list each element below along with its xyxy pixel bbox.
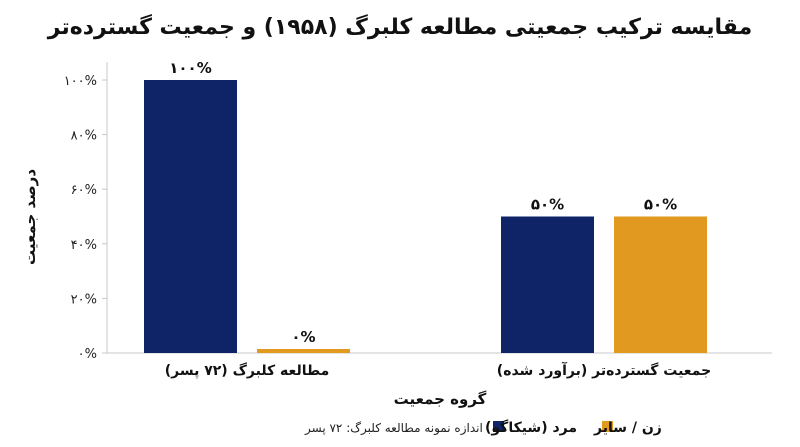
bar	[614, 216, 707, 353]
y-axis: ۰% ۲۰% ۴۰% ۶۰% ۸۰% ۱۰۰%	[64, 62, 108, 362]
sample-size-note: اندازه نمونه مطالعه کلبرگ: ۷۲ پسر	[304, 421, 483, 436]
x-axis-title: گروه جمعیت	[394, 390, 487, 408]
legend: مرد (شیکاگو) زن / سایر	[485, 419, 662, 436]
data-label: ۰%	[291, 328, 315, 346]
bar	[501, 216, 594, 353]
y-tick-label: ۱۰۰%	[64, 74, 97, 89]
category-label: جمعیت گسترده‌تر (برآورد شده)	[497, 361, 711, 379]
y-tick-label: ۴۰%	[71, 238, 97, 253]
legend-label: مرد (شیکاگو)	[485, 419, 577, 436]
data-label: ۵۰%	[531, 196, 564, 214]
category-label: مطالعه کلبرگ (۷۲ پسر)	[165, 362, 330, 379]
bar	[144, 80, 237, 353]
y-tick-label: ۲۰%	[71, 292, 97, 307]
data-labels-group: ۱۰۰% ۰% ۵۰% ۵۰%	[169, 59, 677, 346]
category-labels-group: مطالعه کلبرگ (۷۲ پسر) جمعیت گسترده‌تر (بر…	[165, 361, 711, 379]
legend-label: زن / سایر	[593, 420, 662, 436]
bar	[257, 349, 350, 353]
y-axis-title: درصد جمعیت	[21, 169, 39, 265]
data-label: ۵۰%	[644, 196, 677, 214]
y-tick-label: ۶۰%	[71, 183, 97, 198]
legend-swatch	[602, 421, 613, 432]
bars-group	[144, 80, 707, 353]
data-label: ۱۰۰%	[169, 59, 212, 77]
legend-swatch	[493, 421, 504, 432]
chart-title: مقایسه ترکیب جمعیتی مطالعه کلبرگ (۱۹۵۸) …	[47, 13, 752, 40]
y-tick-label: ۸۰%	[71, 129, 97, 144]
y-tick-label: ۰%	[78, 347, 97, 362]
